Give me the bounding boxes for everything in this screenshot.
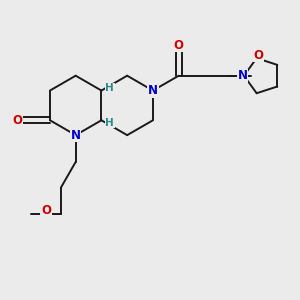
- Text: O: O: [41, 203, 51, 217]
- Text: H: H: [105, 118, 114, 128]
- Text: O: O: [13, 114, 23, 127]
- Text: O: O: [174, 39, 184, 52]
- Text: O: O: [253, 49, 263, 62]
- Text: N: N: [148, 84, 158, 97]
- Text: N: N: [237, 69, 248, 82]
- Text: N: N: [71, 129, 81, 142]
- Text: H: H: [105, 83, 114, 93]
